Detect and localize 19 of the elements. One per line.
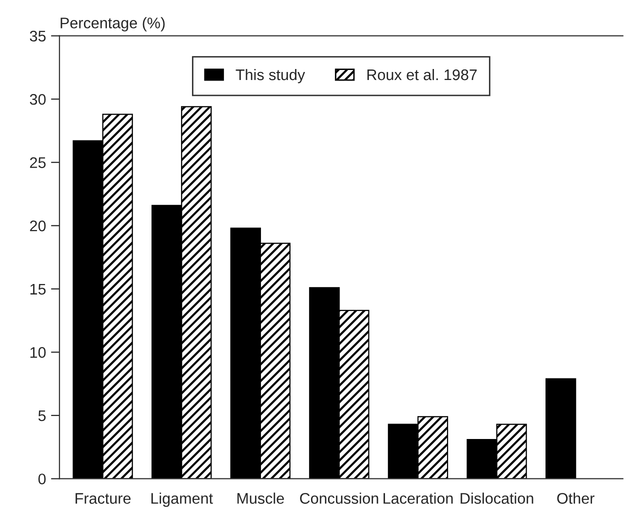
y-axis-title: Percentage (%)	[60, 17, 165, 32]
x-tick-label: Laceration	[384, 492, 453, 504]
y-tick-label: 0	[38, 474, 46, 484]
y-tick-label: 30	[30, 94, 46, 105]
y-tick-label: 35	[30, 30, 46, 42]
x-tick-label: Fracture	[76, 493, 131, 504]
y-tick-label: 20	[30, 220, 46, 232]
x-tick-label: Ligament	[151, 492, 213, 507]
legend-label: This study	[236, 68, 306, 84]
y-tick-label: 10	[30, 347, 46, 358]
y-tick-label: 5	[38, 410, 46, 422]
y-tick-label: 25	[30, 157, 46, 168]
x-tick-label: Dislocation	[460, 492, 534, 504]
x-tick-label: Muscle	[237, 492, 284, 504]
x-tick-label: Other	[557, 492, 594, 504]
bar	[545, 378, 576, 479]
legend-label: Roux et al. 1987	[367, 68, 477, 80]
x-tick-label: Concussion	[300, 492, 378, 504]
y-tick-label: 15	[30, 284, 46, 295]
